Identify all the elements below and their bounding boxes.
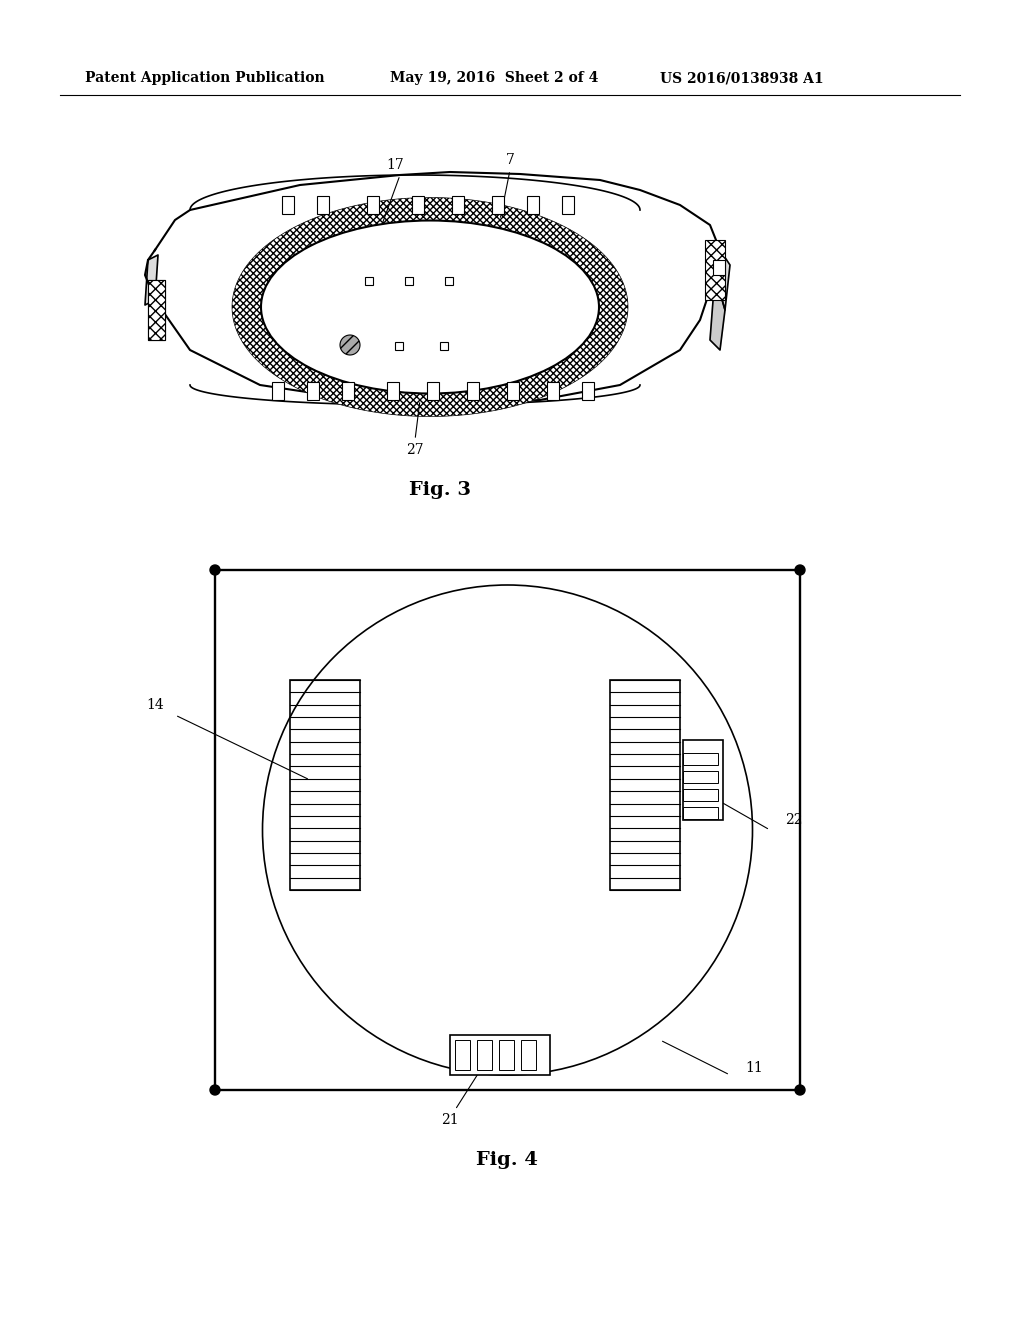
Ellipse shape [261,220,599,393]
Bar [440,342,449,350]
Polygon shape [715,249,730,310]
Text: 27: 27 [407,444,424,457]
Bar [527,195,539,214]
Bar [455,1040,470,1071]
Bar [387,381,399,400]
Bar [367,195,379,214]
Bar [683,741,723,820]
Circle shape [210,565,220,576]
Bar [492,195,504,214]
Bar [365,277,373,285]
Bar [683,752,718,766]
Circle shape [795,1085,805,1096]
Bar [683,807,718,818]
Bar [342,381,354,400]
Bar [406,277,413,285]
Circle shape [340,335,360,355]
Text: Fig. 3: Fig. 3 [409,480,471,499]
Bar [547,381,559,400]
Bar [507,381,519,400]
Text: 21: 21 [441,1113,459,1127]
Text: 11: 11 [745,1061,763,1074]
Circle shape [795,565,805,576]
Bar [427,381,439,400]
Bar [477,1040,492,1071]
Bar [683,771,718,783]
Polygon shape [145,255,158,305]
Bar [412,195,424,214]
Bar [317,195,329,214]
Text: 22: 22 [785,813,803,828]
Bar [610,680,680,890]
Polygon shape [148,280,165,341]
Bar [713,260,725,275]
Polygon shape [710,275,725,350]
Text: May 19, 2016  Sheet 2 of 4: May 19, 2016 Sheet 2 of 4 [390,71,598,84]
Bar [282,195,294,214]
Circle shape [210,1085,220,1096]
Bar [705,240,725,300]
Bar [148,280,165,341]
Text: 17: 17 [386,158,403,172]
Bar [395,342,403,350]
Bar [521,1040,536,1071]
Bar [272,381,284,400]
Text: Fig. 4: Fig. 4 [476,1151,538,1170]
Text: Patent Application Publication: Patent Application Publication [85,71,325,84]
Bar [307,381,319,400]
Bar [683,789,718,801]
Text: 14: 14 [146,698,164,711]
Bar [215,570,800,1090]
Bar [582,381,594,400]
Bar [450,1035,550,1074]
Text: US 2016/0138938 A1: US 2016/0138938 A1 [660,71,823,84]
Bar [562,195,574,214]
Bar [290,680,360,890]
Bar [499,1040,514,1071]
Bar [467,381,479,400]
PathPatch shape [232,198,628,417]
Text: 7: 7 [506,153,514,168]
Bar [452,195,464,214]
Bar [445,277,453,285]
